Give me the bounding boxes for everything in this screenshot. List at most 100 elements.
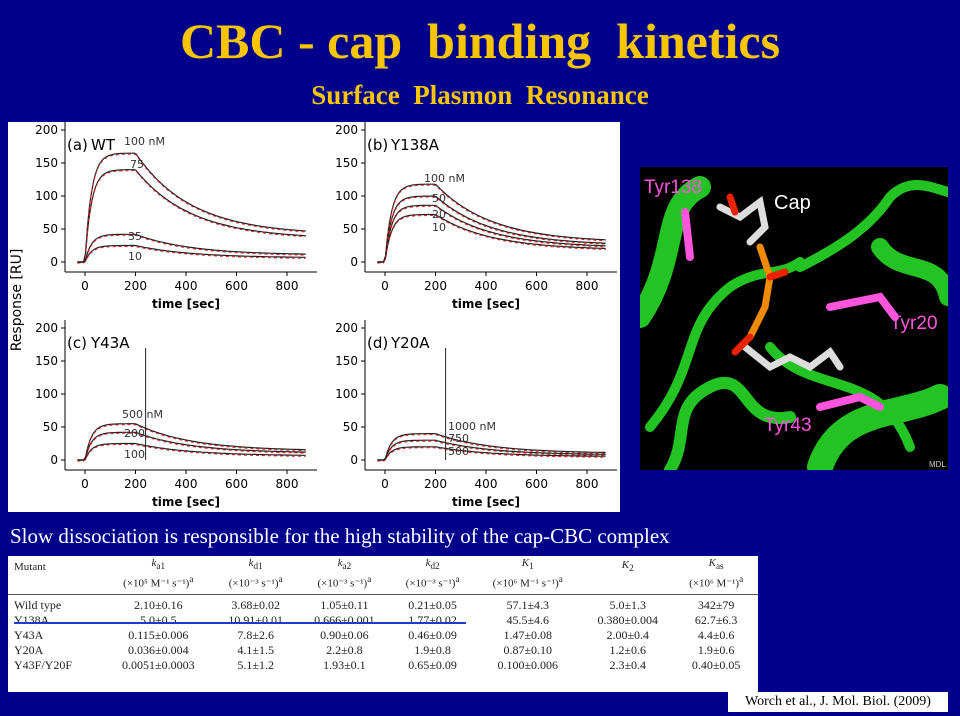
x-tick-label: 200	[124, 477, 147, 491]
header-symbol-line: ka1	[105, 557, 211, 573]
x-tick-label: 800	[576, 279, 599, 293]
fit	[377, 196, 606, 264]
table-cell: 0.100±0.006	[497, 657, 559, 672]
panel-mutant: Y20A	[390, 334, 430, 352]
table: Mutant ka1 (×10⁵ M⁻¹ s⁻¹)a kd1 (×10⁻³ s⁻¹)a…	[8, 556, 758, 673]
y-tick-label: 150	[35, 354, 58, 368]
x-tick-label: 0	[81, 477, 89, 491]
column-header: ka1 (×10⁵ M⁻¹ s⁻¹)a	[103, 556, 214, 595]
column-header: ka2 (×10⁻³ s⁻¹)a	[297, 556, 391, 595]
header-subscript: a1	[156, 561, 166, 572]
header-unit: (×10⁻³ s⁻¹)	[405, 577, 456, 590]
concentration-label: 100 nM	[124, 135, 165, 148]
table-cell: 5.0±1.3	[609, 597, 647, 612]
table-cell: Wild type	[14, 597, 62, 612]
fit	[77, 444, 306, 462]
table-cell: 1.9±0.8	[414, 642, 451, 657]
y-tick-label: 50	[343, 222, 358, 236]
table-cell: 0.115±0.006	[128, 627, 189, 642]
panel-tag: (b)	[367, 136, 388, 154]
concentration-label: 200	[124, 427, 145, 440]
header-unit: (×10⁶ M⁻¹ s⁻¹)	[492, 577, 559, 590]
panel-mutant: WT	[91, 136, 116, 154]
concentration-label: 20	[432, 208, 446, 221]
highlight-underline	[14, 622, 466, 624]
table-cell: Y20A	[14, 642, 44, 657]
structure-credit: MDL	[929, 460, 946, 469]
fit	[377, 215, 606, 264]
header-unit-line	[583, 576, 672, 589]
table-cell: 0.036±0.004	[127, 642, 189, 657]
y-axis-label: Response [RU]	[9, 249, 25, 352]
cap-molecule	[716, 193, 844, 372]
y-tick-label: 150	[335, 156, 358, 170]
trace	[377, 213, 606, 263]
x-tick-label: 400	[475, 279, 498, 293]
header-symbol: Mutant	[14, 560, 46, 573]
structure-label: Tyr138	[644, 177, 702, 198]
y-tick-label: 100	[35, 387, 58, 401]
table-cell: 4.1±1.5	[237, 642, 274, 657]
header-unit-line: (×10⁵ M⁻¹ s⁻¹)a	[105, 573, 211, 591]
header-unit-line: (×10⁻³ s⁻¹)a	[393, 573, 472, 591]
panel-mutant: Y138A	[390, 136, 440, 154]
table-cell: 1.47±0.08	[503, 627, 553, 642]
y-tick-label: 200	[35, 123, 58, 137]
header-unit-line: (×10⁶ M⁻¹ s⁻¹)a	[476, 573, 579, 591]
header-note: a	[367, 574, 372, 585]
header-symbol: k	[425, 557, 431, 569]
x-tick-label: 200	[124, 279, 147, 293]
x-axis-label: time [sec]	[452, 297, 520, 311]
table-cell: 0.65±0.09	[408, 657, 457, 672]
header-unit: (×10⁻³ s⁻¹)	[317, 577, 368, 590]
x-tick-label: 800	[276, 477, 299, 491]
y-tick-label: 0	[50, 255, 58, 269]
structure-image: Tyr138 Cap Tyr20 Tyr43 MDL	[640, 167, 948, 470]
header-note: a	[189, 574, 194, 585]
y-tick-label: 0	[350, 453, 358, 467]
x-tick-label: 600	[225, 279, 248, 293]
x-tick-label: 600	[525, 279, 548, 293]
trace	[77, 168, 306, 263]
trace	[377, 183, 606, 263]
trace	[77, 442, 306, 461]
table-cell: 1.93±0.1	[323, 657, 366, 672]
trace	[77, 244, 306, 263]
concentration-label: 100	[124, 448, 145, 461]
concentration-label: 1000 nM	[448, 420, 496, 433]
header-note: a	[558, 574, 563, 585]
table-cell: 0.380±0.004	[597, 612, 659, 627]
header-symbol: K	[708, 557, 716, 569]
table-cell: 342±79	[697, 597, 735, 612]
x-tick-label: 0	[81, 279, 89, 293]
header-subscript: as	[715, 561, 724, 572]
header-subscript: 2	[629, 563, 634, 574]
y-tick-label: 100	[335, 189, 358, 203]
y-tick-label: 100	[335, 387, 358, 401]
trace	[377, 433, 606, 461]
panel-tag: (a)	[67, 136, 88, 154]
caption: Slow dissociation is responsible for the…	[10, 524, 670, 548]
x-tick-label: 600	[225, 477, 248, 491]
column-header: kd1 (×10⁻³ s⁻¹)a	[213, 556, 298, 595]
y-tick-label: 200	[335, 321, 358, 335]
header-unit: (×10⁶ M⁻¹)	[689, 577, 740, 590]
table-cell: 0.0051±0.0003	[121, 657, 195, 672]
table-cell: 45.5±4.6	[506, 612, 550, 627]
header-unit-line: (×10⁶ M⁻¹)a	[676, 573, 756, 591]
fit	[77, 424, 306, 462]
table-cell: 0.21±0.05	[408, 597, 457, 612]
tyrosine-sticks	[681, 208, 899, 411]
x-tick-label: 800	[276, 279, 299, 293]
y-tick-label: 200	[35, 321, 58, 335]
table-cell: 0.666±0.001	[314, 612, 375, 627]
header-unit-line: (×10⁻³ s⁻¹)a	[215, 573, 295, 591]
header-subscript: a2	[342, 561, 352, 572]
trace	[77, 152, 306, 263]
table-cell: 2.2±0.8	[326, 642, 363, 657]
concentration-label: 500	[448, 445, 469, 458]
table-cell: 1.2±0.6	[609, 642, 647, 657]
header-subscript: d2	[430, 561, 440, 572]
